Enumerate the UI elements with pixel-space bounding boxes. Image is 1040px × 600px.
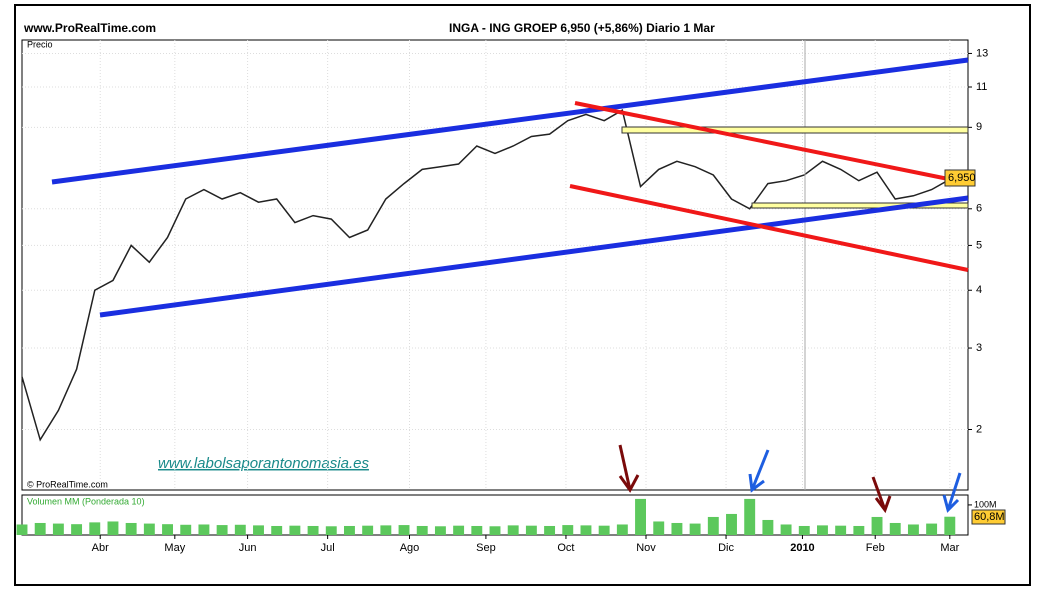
y-tick-label: 11 [976,81,987,93]
volume-bar [744,498,756,535]
volume-bar [835,525,847,535]
volume-bar [307,525,319,535]
arrows [618,444,962,514]
volume-bar [271,525,283,535]
arrow [618,444,640,493]
volume-bar [525,525,537,535]
volume-bar [362,525,374,535]
y-tick-label: 13 [976,47,988,59]
x-tick-label: Oct [557,542,574,554]
volume-bar [16,524,28,535]
plot: 13 11 9 6 5 4 3 2 Abr May Jun Jul Ago Sep Oct Nov Dic 201… [16,40,997,554]
x-tick-label: Abr [92,542,109,554]
x-tick-label: Feb [866,542,885,554]
volume-bar [707,516,719,535]
last-price-box [944,169,976,187]
volume-bar [289,525,301,535]
volume-bar [325,526,337,535]
y-tick-label: 6 [976,203,982,215]
volume-bar [798,525,810,535]
volume-bar [653,521,665,535]
y-tick-label: 3 [976,342,982,354]
volume-bar [143,523,155,535]
volume-tick-label: 100M [974,499,997,509]
volume-bar [471,525,483,535]
volume-bar [434,526,446,535]
arrow [942,472,962,513]
volume-bar [52,523,64,535]
volume-bar [689,523,701,535]
volume-bar [234,524,246,535]
x-tick-label: Ago [400,542,420,554]
volume-bar [580,525,592,535]
support-band [751,202,969,209]
volume-bar [398,525,410,535]
x-tick-label: Jun [239,542,257,554]
volume-bar [616,524,628,535]
x-tick-label: Sep [476,542,496,554]
x-tick-label: Jul [321,542,335,554]
volume-bar [416,525,428,535]
volume-bar [889,522,901,535]
volume-bar [107,521,119,535]
x-tick-label: May [164,542,185,554]
volume-bar [562,525,574,535]
panel-label: Precio [27,39,53,49]
volume-bar [817,525,828,535]
volume-bar [180,524,192,535]
volume-bar [198,524,210,535]
x-tick-label: Mar [940,542,959,554]
volume-bar [71,524,83,535]
y-tick-label: 4 [976,284,982,296]
annotation: www.labolsaporantonomasia.es [158,455,369,472]
copyright: © ProRealTime.com [27,479,108,489]
resistance-band [621,126,969,134]
last-price: 6,950 [948,172,976,184]
volume-bar [907,524,919,535]
x-tick-label: 2010 [790,542,814,554]
volume-bar [926,523,938,535]
volume-bar [162,524,173,535]
trend-line [574,101,969,185]
volume-bar [762,519,774,535]
last-volume-box [971,509,1006,525]
volume-bar [780,524,792,535]
title: INGA - ING GROEP 6,950 (+5,86%) Diario 1… [449,21,715,35]
trend-line [99,195,969,318]
site: www.ProRealTime.com [23,21,156,35]
x-tick-label: Nov [636,542,656,554]
arrow [748,449,770,493]
volume-bar [671,522,683,535]
volume-bar [253,525,264,535]
trend-line [569,184,969,272]
price-line [21,109,951,442]
volume-bar [89,522,101,535]
volume-bar [453,525,465,535]
volume-bar [344,525,355,535]
volume-bar [871,516,883,535]
volume-bar [853,525,865,535]
volume-bar [726,513,737,535]
volume-bar [380,525,392,535]
volume-label: Volumen MM (Ponderada 10) [27,496,145,506]
volume-bar [598,525,610,535]
arrow [871,476,892,514]
price-panel [21,39,969,491]
trend-line [51,57,969,185]
volume-bar [34,522,46,535]
last-volume: 60,8M [974,511,1005,523]
y-tick-label: 2 [976,423,982,435]
y-tick-label: 5 [976,239,982,251]
x-tick-label: Dic [718,542,734,554]
volume-bar [507,525,519,535]
volume-bar [489,526,501,535]
volume-bar [125,522,137,535]
y-tick-label: 9 [976,121,982,133]
volume-bar [635,498,646,535]
volume-bar [944,516,956,535]
volume-bar [216,525,228,535]
volume-bar [544,525,556,535]
